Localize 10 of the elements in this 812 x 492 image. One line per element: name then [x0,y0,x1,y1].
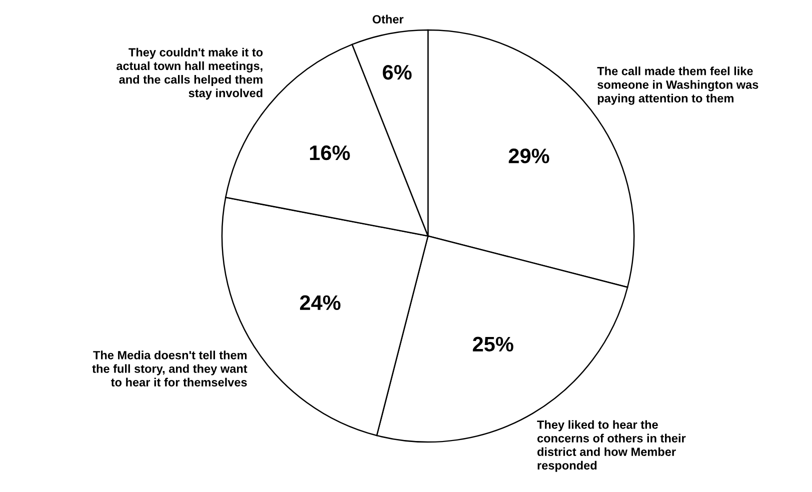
data-label: 6% [382,64,412,80]
slice-label: They liked to hear the concerns of others in their district and how Member responded [537,420,686,472]
slice-label: They couldn't make it to actual town hall meetings, and the calls helped them stay involved [116,48,263,100]
data-label: 29% [508,148,550,164]
data-label: 25% [472,336,514,352]
data-label: 24% [300,295,340,310]
data-label: 16% [310,145,350,160]
slice-label: The call made them feel like someone in Washington was paying attention to them [597,66,758,105]
slice-label: The Media doesn't tell them the full story, and they want to hear it for themselves [92,350,248,386]
slice-label: Other [372,14,404,24]
